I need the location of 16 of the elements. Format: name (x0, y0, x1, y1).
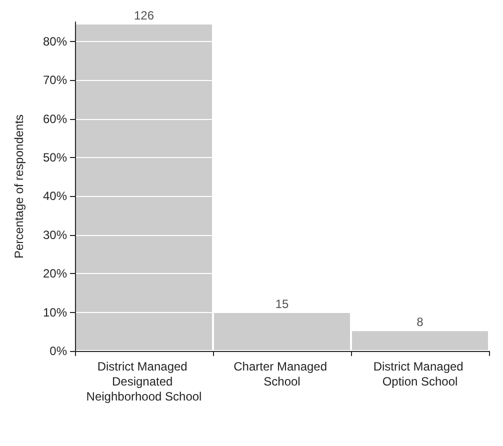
y-tick-label: 20% (42, 266, 68, 281)
annotation: 8 (416, 315, 424, 330)
y-tick-label: 40% (42, 189, 68, 204)
y-axis-title: Percentage of respondents (12, 114, 26, 259)
y-tick-label: 30% (42, 228, 68, 242)
annotation: 15 (275, 296, 289, 311)
y-tick-label: 50% (42, 150, 68, 164)
x-tick-label: District Managed Designated Neighborhood School (86, 360, 202, 404)
y-tick-label: 70% (42, 73, 68, 88)
x-tick-label: Charter Managed School (234, 360, 330, 388)
annotation: 126 (134, 8, 154, 23)
y-tick-label: 80% (42, 34, 68, 48)
y-tick-label: 10% (42, 305, 68, 320)
x-tick-label: District Managed Option School (373, 360, 467, 388)
y-tick-label: 0% (50, 344, 68, 358)
y-tick-label: 60% (42, 112, 68, 126)
